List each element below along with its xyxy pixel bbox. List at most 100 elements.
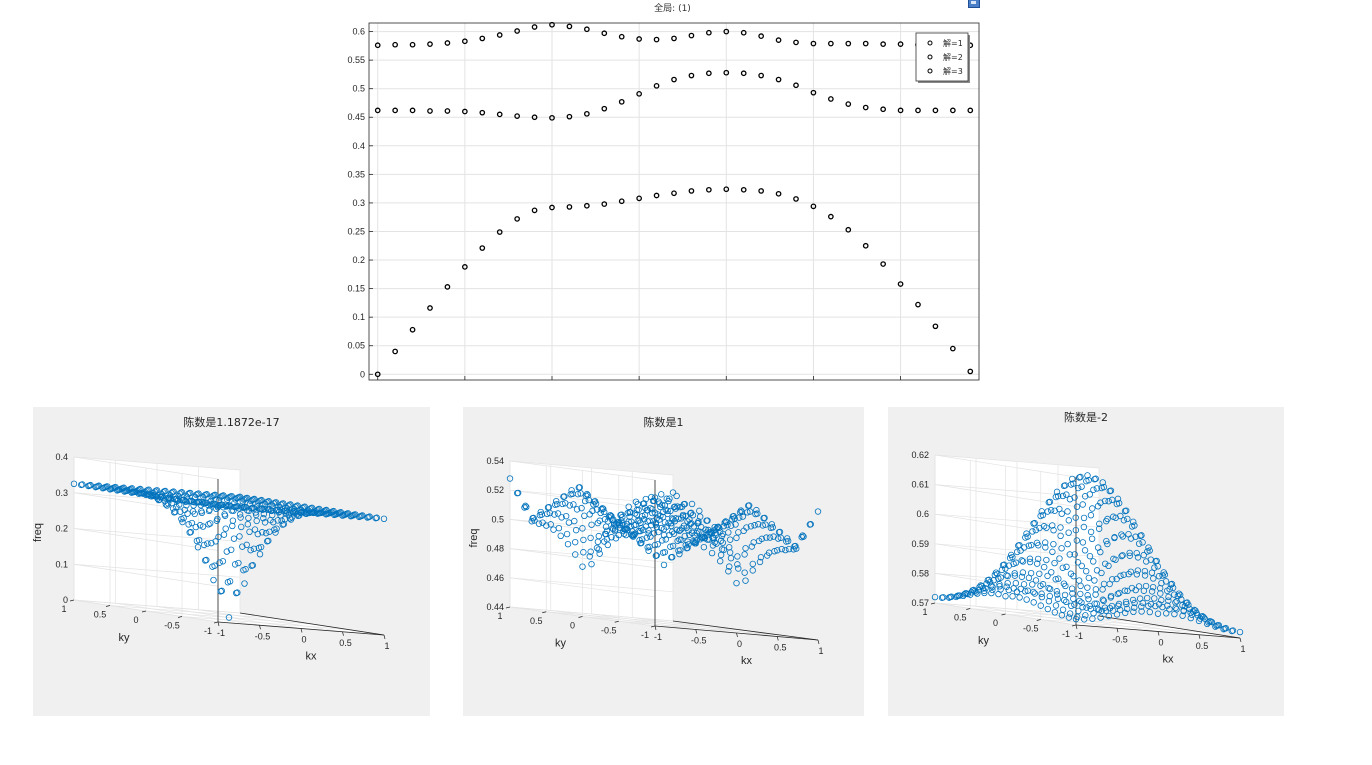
surface-data-point [1085,595,1092,603]
surface-data-point [1076,474,1083,481]
surface-data-point [645,530,652,537]
surface-data-point [147,492,154,500]
surface-data-point [1195,617,1203,625]
surface-data-point [1086,552,1094,560]
surface-data-point [755,521,762,528]
surface-data-point [192,523,199,531]
ky-tick-label: -0.5 [1023,624,1039,634]
surface-data-point [1099,586,1106,593]
ky-tick [105,605,111,607]
data-point-solution-2 [775,76,782,83]
surface-data-point [255,544,263,552]
ky-tick [930,602,936,605]
surface-data-point [622,531,630,539]
ky-tick-label: 1 [497,611,502,621]
surface-data-point [756,558,764,566]
data-point-solution-1 [462,264,468,270]
wall-gridline-z [73,528,219,551]
surface-data-point [760,514,767,522]
surface-data-point [623,520,631,528]
data-point-solution-2 [810,89,817,96]
surface-data-point [717,557,724,565]
surface-data-point [688,500,696,508]
surface-data-point [253,517,260,525]
surface-data-point [1011,572,1019,579]
data-point-solution-1 [566,204,573,210]
surface-plot-band-3: -1 -0.5 0 0.5 1-1-0.500.510.570.580.590.60.6… [911,450,1245,666]
ky-tick [650,625,656,628]
surface-data-point [678,503,686,510]
surface-data-point [752,510,759,518]
floor-gridline-ky [1040,619,1205,633]
data-point-solution-1 [950,345,956,352]
surface-data-point [1026,555,1034,562]
surface-data-point [1097,614,1104,621]
surface-data-point [179,518,186,526]
surface-data-point [1205,619,1212,626]
surface-data-point [742,577,749,584]
data-point-solution-3 [409,41,416,48]
surface-data-point [782,546,789,554]
surface-data-point [1134,567,1142,574]
surface-data-point [714,523,721,531]
surface-data-point [1123,600,1130,608]
surface-data-point [210,576,217,584]
surface-data-point [1083,604,1090,611]
surface-data-point [1119,552,1126,559]
surface-data-point [733,579,740,587]
kx-tick [695,629,698,634]
surface-data-point [989,583,996,591]
surface-data-point [208,494,215,501]
surface-data-point [193,499,200,506]
surface-data-point [668,554,675,561]
surface-data-point [1121,609,1129,617]
surface-data-point [1002,593,1009,600]
surface-data-point [750,539,757,546]
data-point-solution-2 [740,70,747,77]
surface-data-point [1144,594,1151,602]
wall-gridline-z [934,484,1100,498]
surface-data-point [784,535,791,542]
surface-data-point [1037,512,1044,520]
surface-data-point [552,497,560,505]
surface-data-point [1019,569,1027,576]
data-point-solution-1 [392,348,398,355]
data-point-solution-3 [584,26,590,33]
surface-data-point [164,494,171,502]
surface-data-point [967,591,974,598]
surface-data-point [297,509,305,516]
surface-data-point [169,488,176,496]
floor-gridline-ky [970,608,1135,622]
data-point-solution-2 [584,110,590,117]
surface-data-point [608,534,615,541]
window-icon[interactable] [968,0,980,8]
surface-data-point [255,499,262,506]
ky-tick [177,616,183,618]
data-point-solution-1 [618,198,625,205]
surface-data-point [380,515,388,523]
surface-data-point [1093,600,1100,607]
y-tick-label: 0.45 [347,112,365,122]
surface-data-point [692,540,699,547]
data-point-solution-1 [653,192,660,199]
surface-data-point [729,513,737,520]
surface-data-point [685,527,692,534]
surface-data-point [688,529,696,537]
surface-data-point [700,543,708,551]
z-tick-label: 0.52 [486,485,504,495]
data-point-solution-2 [409,107,416,114]
surface-data-point [660,531,668,539]
surface-data-point [687,520,694,528]
surface-data-point [219,558,227,565]
surface-data-point [264,506,271,513]
surface-data-point [1036,570,1043,577]
surface-data-point [732,521,739,528]
surface-data-point [1134,554,1142,561]
surface-data-point [753,506,760,514]
surface-data-point [1074,484,1082,492]
surface-data-point [1091,600,1098,607]
data-point-solution-3 [688,32,695,39]
surface-data-point [719,530,727,538]
surface-data-point [1221,625,1228,632]
surface-data-point [733,534,740,542]
